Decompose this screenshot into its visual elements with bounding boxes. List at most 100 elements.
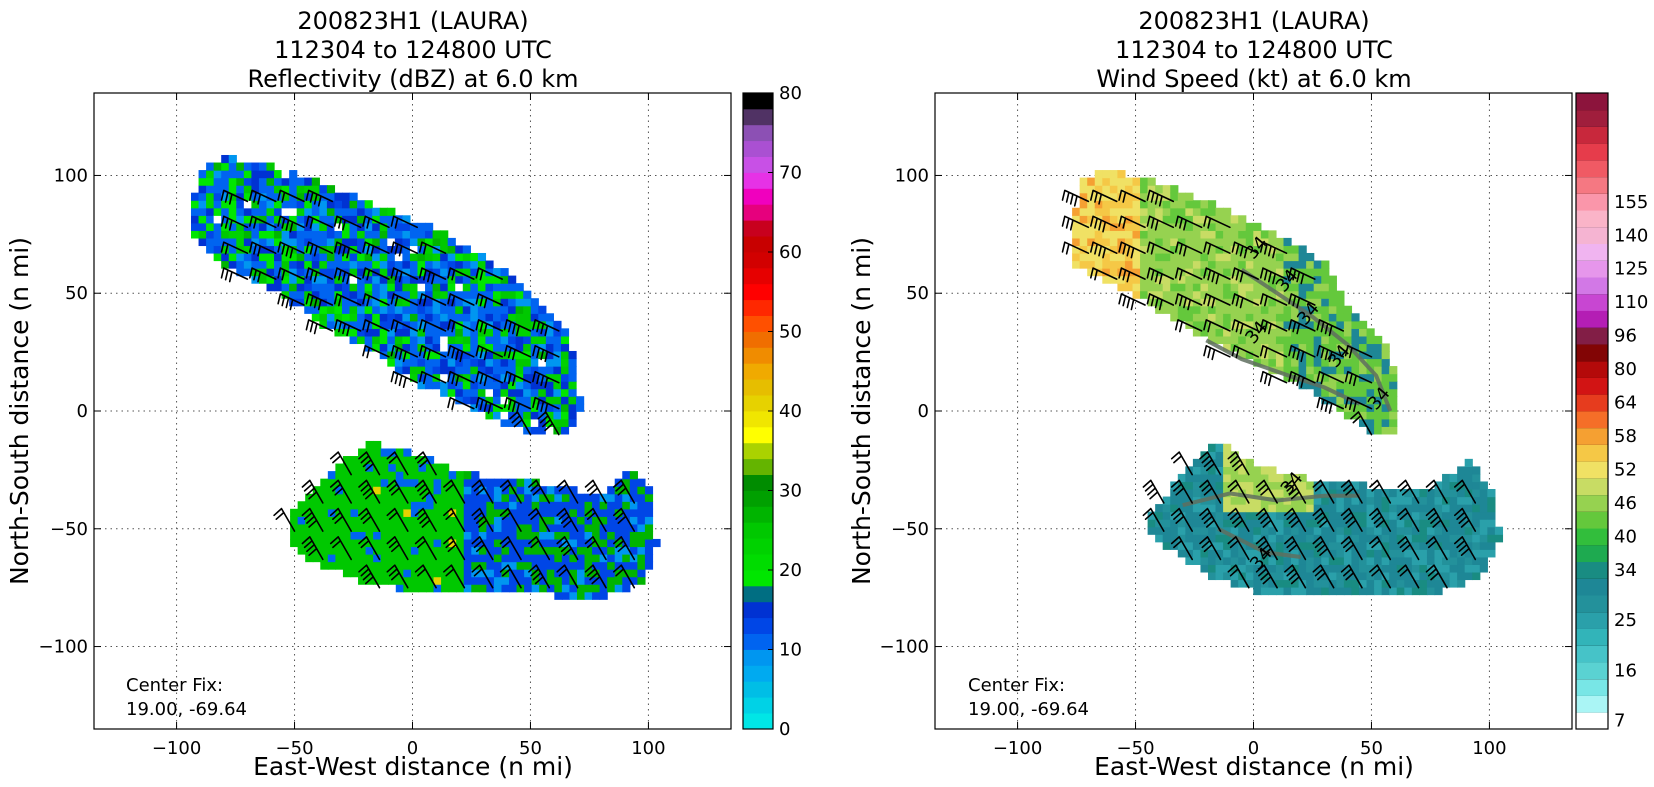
reflectivity-field-cell <box>455 335 464 345</box>
wind-field-cell <box>1358 489 1368 498</box>
wind-field-cell <box>1200 215 1209 224</box>
reflectivity-field-cell <box>531 508 540 517</box>
reflectivity-field-cell <box>592 516 601 525</box>
wind-field-cell <box>1253 496 1262 505</box>
reflectivity-field-cell <box>456 554 465 563</box>
wind-field-cell <box>1230 230 1239 239</box>
reflectivity-field-cell <box>258 222 268 231</box>
wind-field-cell <box>1102 268 1111 277</box>
reflectivity-wind-barb <box>386 536 409 561</box>
wind-field-cell <box>1230 260 1239 269</box>
wind-field-cell <box>1200 549 1209 558</box>
reflectivity-field-cell <box>243 215 252 224</box>
reflectivity-field-cell <box>493 531 503 540</box>
wind-x-tick-label: 50 <box>1360 738 1383 759</box>
wind-speed-field <box>1072 170 1504 596</box>
reflectivity-field-cell <box>236 207 245 216</box>
reflectivity-field-cell <box>364 298 373 307</box>
wind-field-cell <box>1185 541 1194 550</box>
wind-field-cell <box>1253 564 1262 573</box>
reflectivity-field-cell <box>418 456 427 465</box>
wind-field-cell <box>1170 222 1179 231</box>
wind-field-cell <box>1434 504 1443 513</box>
wind-field-cell <box>1411 489 1420 498</box>
reflectivity-field-cell <box>409 230 419 239</box>
reflectivity-field-cell <box>545 388 554 397</box>
reflectivity-field-cell <box>569 554 578 563</box>
wind-field-cell <box>1215 305 1224 314</box>
wind-field-cell <box>1404 571 1413 581</box>
reflectivity-field-cell <box>357 215 366 224</box>
reflectivity-field-cell <box>198 237 207 247</box>
wind-field-cell <box>1336 579 1345 588</box>
reflectivity-field-cell <box>213 237 222 247</box>
reflectivity-field-cell <box>335 471 344 480</box>
wind-field-cell <box>1268 466 1277 475</box>
reflectivity-field-cell <box>568 350 577 360</box>
wind-title-line-1: 200823H1 (LAURA) <box>1138 7 1369 35</box>
reflectivity-field-cell <box>373 501 382 510</box>
wind-field-cell <box>1306 268 1315 277</box>
wind-field-cell <box>1343 549 1353 558</box>
reflectivity-field-cell <box>456 561 465 570</box>
reflectivity-field-cell <box>471 569 480 578</box>
wind-field-cell <box>1487 496 1496 505</box>
wind-field-cell <box>1177 290 1186 299</box>
wind-field-cell <box>1306 320 1315 329</box>
wind-field-cell <box>1328 511 1337 520</box>
reflectivity-field-cell <box>515 381 524 390</box>
wind-field-cell <box>1291 556 1300 565</box>
wind-field-cell <box>1381 564 1390 573</box>
reflectivity-field-cell <box>447 335 456 345</box>
reflectivity-field-cell <box>509 584 518 593</box>
reflectivity-field-cell <box>403 448 412 457</box>
reflectivity-field-cell <box>629 546 638 555</box>
wind-field-cell <box>1351 328 1360 337</box>
wind-field-cell <box>1366 373 1375 382</box>
wind-field-cell <box>1457 466 1466 475</box>
reflectivity-field-cell <box>584 576 593 585</box>
reflectivity-field-cell <box>251 237 260 247</box>
reflectivity-field-cell <box>326 207 336 216</box>
wind-field-cell <box>1208 222 1217 231</box>
reflectivity-field-cell <box>470 305 479 314</box>
wind-field-cell <box>1238 534 1247 543</box>
reflectivity-field-cell <box>485 305 494 314</box>
wind-field-cell <box>1434 571 1443 581</box>
reflectivity-field-cell <box>290 538 299 548</box>
reflectivity-field-cell <box>471 554 480 563</box>
reflectivity-colorbar-bin <box>743 172 773 189</box>
wind-field-cell <box>1426 496 1436 505</box>
reflectivity-field-cell <box>349 192 358 201</box>
wind-field-cell <box>1434 556 1443 565</box>
reflectivity-field-cell <box>236 215 245 224</box>
wind-field-cell <box>1162 192 1171 201</box>
reflectivity-field-cell <box>358 576 367 585</box>
wind-field-cell <box>1298 343 1307 352</box>
wind-field-cell <box>1268 481 1277 490</box>
wind-field-cell <box>1177 519 1186 528</box>
wind-field-cell <box>1215 283 1224 292</box>
reflectivity-field-cell <box>447 252 456 262</box>
wind-field-cell <box>1457 496 1466 505</box>
reflectivity-field-cell <box>629 501 638 510</box>
reflectivity-field-cell <box>251 230 260 239</box>
reflectivity-field-cell <box>379 313 388 322</box>
wind-field-cell <box>1245 556 1254 565</box>
wind-field-cell <box>1374 358 1383 367</box>
reflectivity-field-cell <box>358 463 367 472</box>
wind-field-cell <box>1268 473 1277 483</box>
reflectivity-field-cell <box>508 283 517 292</box>
reflectivity-field-cell <box>297 516 306 525</box>
wind-field-cell <box>1306 358 1315 367</box>
reflectivity-wind-barb <box>471 564 494 589</box>
wind-field-cell <box>1109 275 1119 284</box>
reflectivity-field-cell <box>530 411 539 420</box>
wind-field-cell <box>1426 489 1436 498</box>
reflectivity-field-cell <box>486 531 495 540</box>
wind-field-cell <box>1313 511 1322 520</box>
reflectivity-field-cell <box>364 207 373 216</box>
reflectivity-field-cell <box>358 478 367 487</box>
wind-field-cell <box>1321 298 1330 307</box>
wind-wind-barb <box>1259 241 1288 259</box>
